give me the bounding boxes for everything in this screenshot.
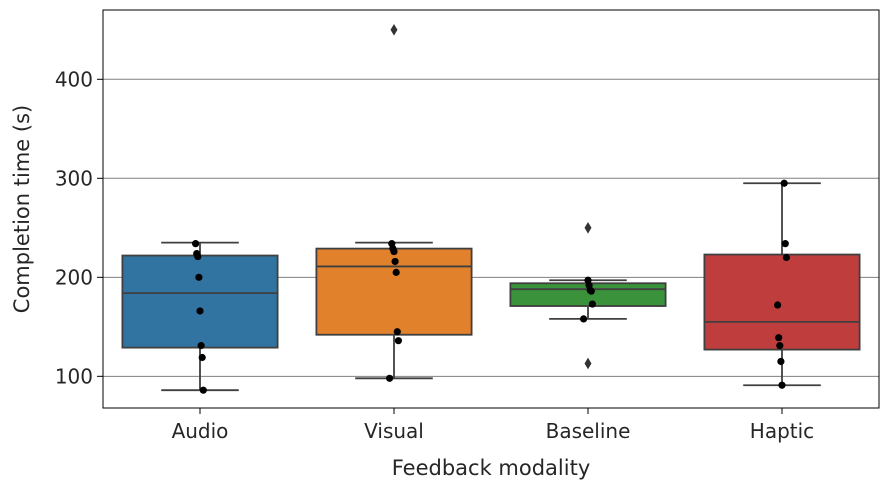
- data-point: [782, 253, 791, 262]
- data-point: [392, 268, 400, 276]
- data-point: [195, 273, 203, 281]
- data-point: [393, 328, 401, 336]
- data-point: [194, 252, 202, 261]
- box-haptic: [703, 179, 861, 389]
- data-point: [197, 342, 205, 350]
- box-series: [121, 24, 861, 394]
- y-tick-label: 100: [55, 364, 93, 388]
- outlier-marker: [584, 222, 592, 234]
- box-visual: [315, 24, 473, 382]
- data-point: [778, 381, 786, 389]
- outlier-marker: [390, 24, 398, 36]
- y-axis-label: Completion time (s): [10, 105, 34, 313]
- data-point: [775, 334, 783, 342]
- data-point: [777, 357, 785, 366]
- box-audio: [121, 240, 279, 394]
- data-point: [588, 300, 597, 308]
- data-point: [199, 386, 207, 394]
- data-point: [386, 374, 394, 382]
- x-axis-label: Feedback modality: [392, 456, 591, 480]
- iqr-box: [703, 253, 861, 351]
- outlier-marker: [584, 357, 592, 370]
- y-tick-label: 400: [55, 67, 93, 91]
- x-tick-label: Haptic: [750, 419, 814, 443]
- x-axis: Audio Visual Baseline Haptic: [172, 408, 814, 443]
- y-tick-label: 300: [55, 166, 93, 190]
- data-point: [774, 301, 782, 309]
- iqr-box: [121, 254, 279, 349]
- x-tick-label: Audio: [172, 419, 229, 443]
- data-point: [587, 287, 595, 295]
- data-point: [198, 353, 206, 362]
- data-point: [196, 307, 204, 315]
- y-axis: 100 200 300 400: [55, 67, 103, 388]
- data-point: [394, 337, 402, 345]
- y-tick-label: 200: [55, 265, 93, 289]
- data-point: [780, 179, 788, 187]
- data-point: [776, 342, 784, 350]
- data-point: [580, 315, 588, 323]
- data-point: [391, 257, 399, 266]
- x-tick-label: Baseline: [546, 419, 631, 443]
- plot-frame: [102, 9, 880, 409]
- data-point: [390, 247, 398, 256]
- x-tick-label: Visual: [364, 419, 424, 443]
- data-point: [192, 240, 200, 248]
- data-point: [781, 240, 789, 248]
- box-baseline: [509, 222, 667, 370]
